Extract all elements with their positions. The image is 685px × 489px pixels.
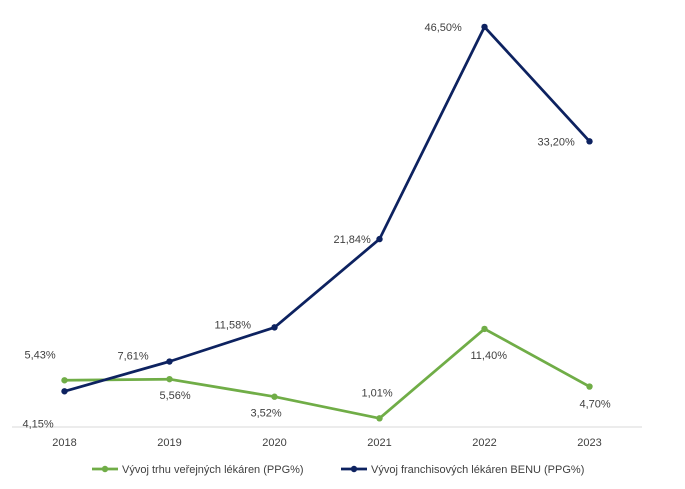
data-point [376, 235, 383, 243]
data-label: 11,58% [215, 319, 252, 331]
data-label: 33,20% [538, 136, 576, 148]
x-tick-label: 2021 [367, 437, 391, 449]
series-layer [61, 23, 593, 422]
data-labels: 5,43% 5,56% 3,52% 1,01% 11,40% 4,70% 4,15% 7,61… [23, 22, 611, 430]
legend-swatch-marker [350, 465, 358, 473]
data-point [61, 388, 68, 395]
legend-label: Vývoj franchisových lékáren BENU (PPG%) [371, 464, 584, 476]
data-label: 4,15% [23, 418, 54, 430]
x-tick-label: 2018 [52, 437, 76, 449]
legend-swatch-marker [101, 465, 109, 473]
data-label: 1,01% [362, 387, 393, 399]
data-label: 3,52% [251, 408, 282, 420]
data-point [586, 138, 593, 145]
data-point [481, 23, 488, 31]
x-axis: 2018 2019 2020 2021 2022 2023 [12, 426, 642, 449]
data-label: 4,70% [580, 399, 611, 411]
data-label: 5,56% [160, 390, 191, 402]
data-point [271, 324, 278, 331]
data-label: 21,84% [334, 234, 372, 246]
data-label: 5,43% [25, 349, 56, 361]
data-point [376, 415, 383, 422]
series-line-0 [63, 327, 591, 420]
data-point [61, 377, 68, 384]
legend-item: Vývoj franchisových lékáren BENU (PPG%) [341, 464, 584, 476]
x-tick-label: 2020 [262, 437, 286, 449]
legend-item: Vývoj trhu veřejných lékáren (PPG%) [92, 464, 304, 476]
data-label: 11,40% [471, 350, 508, 362]
data-point [166, 375, 173, 383]
data-point [271, 393, 278, 400]
legend-label: Vývoj trhu veřejných lékáren (PPG%) [122, 464, 304, 476]
x-tick-label: 2019 [157, 437, 181, 449]
x-tick-label: 2022 [472, 437, 496, 449]
data-point [166, 358, 173, 365]
data-point [586, 383, 593, 390]
data-point [481, 325, 488, 333]
x-tick-label: 2023 [577, 437, 601, 449]
data-label: 7,61% [118, 351, 149, 363]
legend: Vývoj trhu veřejných lékáren (PPG%) Vývoj… [92, 464, 584, 476]
data-label: 46,50% [425, 22, 463, 34]
series-line-1 [63, 25, 591, 393]
